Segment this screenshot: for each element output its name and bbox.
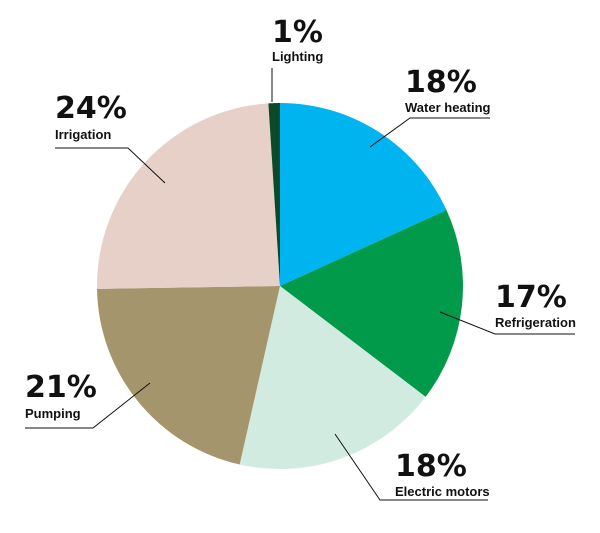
slice-name-irrigation: Irrigation <box>55 127 111 142</box>
pie-slice-lighting <box>268 103 280 286</box>
leader-line-irrigation <box>55 147 166 184</box>
leader-line-water-heating <box>369 117 490 148</box>
pie-slice-refrigeration <box>280 209 463 397</box>
slice-name-electric-motors: Electric motors <box>395 484 490 499</box>
slice-percent-pumping: 21% <box>25 370 97 405</box>
slice-name-water-heating: Water heating <box>405 100 491 115</box>
pie-slice-irrigation <box>96 103 280 289</box>
slice-percent-refrigeration: 17% <box>495 280 567 315</box>
slice-percent-water-heating: 18% <box>405 65 477 100</box>
leader-line-electric-motors <box>334 433 488 501</box>
slice-percent-irrigation: 24% <box>55 91 127 126</box>
leader-lines <box>25 68 575 501</box>
leader-line-pumping <box>25 382 151 429</box>
pie-slice-water-heating <box>280 103 447 286</box>
slice-percent-lighting: 1% <box>272 15 323 50</box>
slice-name-pumping: Pumping <box>25 406 81 421</box>
pie-slices <box>96 103 463 469</box>
slice-labels: 18%Water heating17%Refrigeration18%Elect… <box>25 15 576 499</box>
slice-name-refrigeration: Refrigeration <box>495 315 576 330</box>
slice-percent-electric-motors: 18% <box>395 449 467 484</box>
slice-name-lighting: Lighting <box>272 49 323 64</box>
pie-slice-pumping <box>97 286 281 465</box>
leader-line-refrigeration <box>439 311 575 335</box>
pie-slice-electric-motors <box>239 286 426 469</box>
